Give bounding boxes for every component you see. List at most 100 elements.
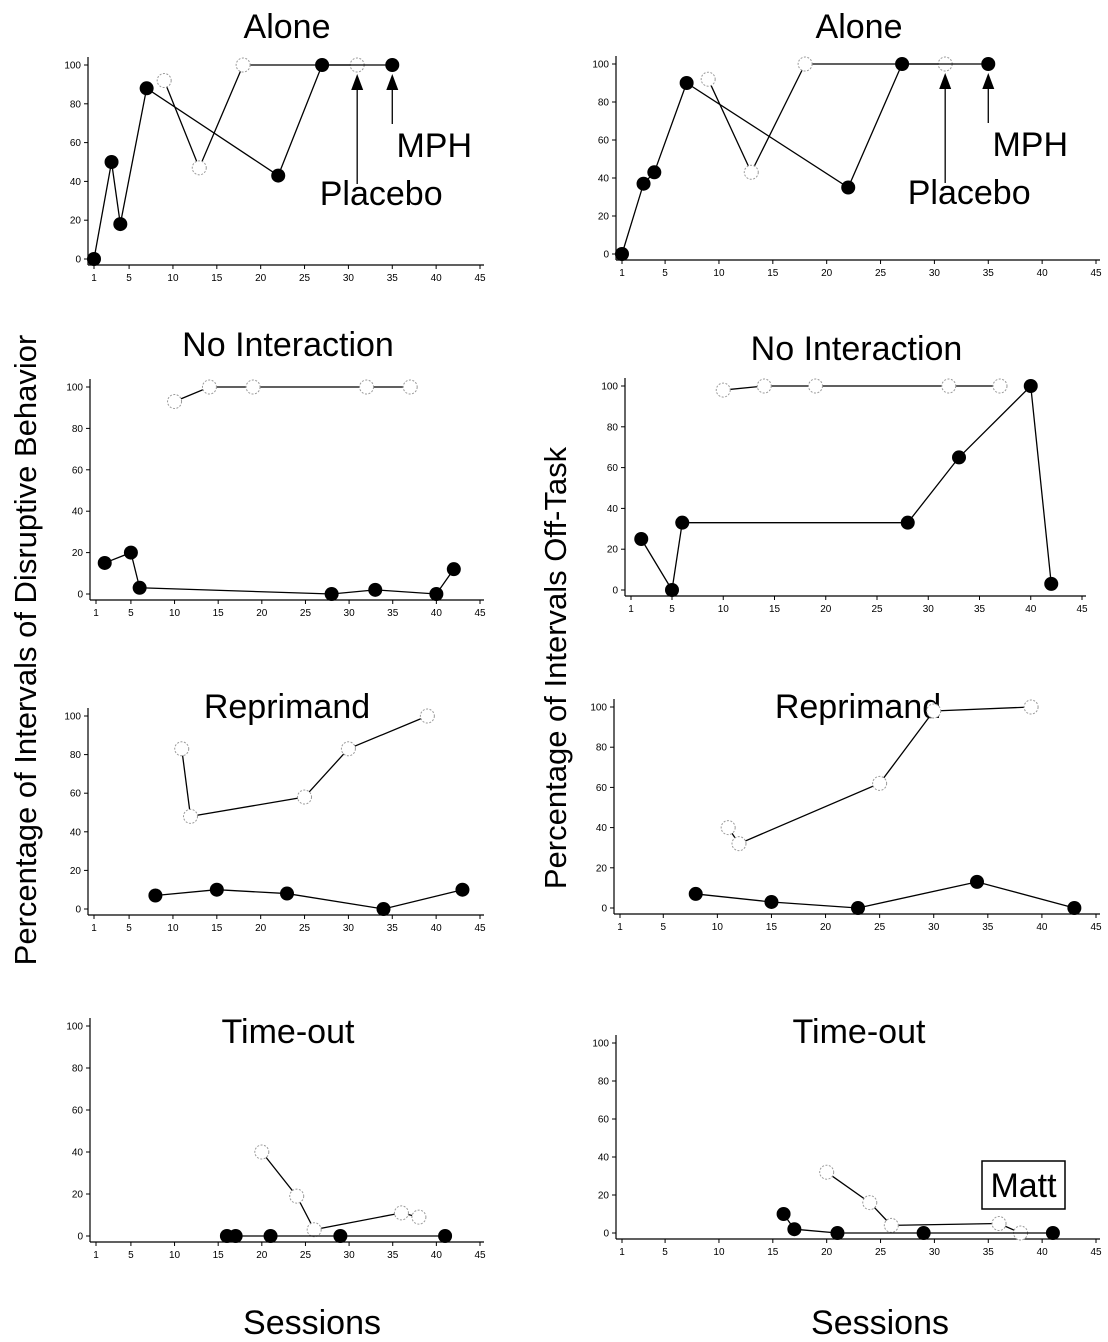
data-point-open bbox=[941, 378, 957, 394]
y-tick-label: 60 bbox=[70, 138, 82, 149]
x-tick-label: 15 bbox=[211, 273, 223, 284]
data-point-filled bbox=[148, 888, 163, 903]
data-point-filled bbox=[647, 165, 662, 180]
x-tick-label: 10 bbox=[718, 604, 730, 615]
series-line-open bbox=[261, 1151, 420, 1231]
x-tick-label: 30 bbox=[344, 1250, 356, 1261]
x-tick-label: 35 bbox=[983, 1247, 995, 1258]
chart-title: No Interaction bbox=[751, 330, 963, 368]
x-tick-label: 45 bbox=[1090, 922, 1102, 933]
y-tick-label: 40 bbox=[596, 823, 608, 834]
data-point-open bbox=[419, 708, 435, 724]
y-tick-label: 60 bbox=[72, 465, 84, 476]
y-tick-label: 100 bbox=[66, 1022, 83, 1033]
data-point-filled bbox=[851, 901, 865, 915]
data-point-open bbox=[393, 1205, 409, 1221]
data-point-open bbox=[191, 160, 207, 176]
x-tick-label: 15 bbox=[767, 1247, 779, 1258]
y-tick-label: 100 bbox=[590, 703, 607, 714]
y-tick-label: 0 bbox=[77, 590, 83, 601]
y-tick-label: 40 bbox=[72, 1148, 84, 1159]
x-tick-label: 45 bbox=[1090, 1247, 1102, 1258]
y-tick-label: 100 bbox=[64, 712, 81, 723]
y-tick-label: 20 bbox=[607, 545, 619, 556]
data-point-filled bbox=[209, 882, 224, 897]
y-tick-label: 80 bbox=[72, 1064, 84, 1075]
y-tick-label: 20 bbox=[72, 548, 84, 559]
x-tick-label: 1 bbox=[91, 273, 97, 284]
data-point-open bbox=[340, 741, 356, 757]
x-tick-label: 45 bbox=[1090, 268, 1102, 279]
x-tick-label: 15 bbox=[766, 922, 778, 933]
data-point-filled bbox=[916, 1226, 931, 1240]
x-tick-label: 35 bbox=[983, 268, 995, 279]
x-tick-label: 1 bbox=[619, 268, 625, 279]
y-tick-label: 0 bbox=[75, 905, 81, 916]
y-tick-label: 0 bbox=[612, 586, 618, 597]
data-point-filled bbox=[615, 247, 629, 261]
y-tick-label: 60 bbox=[70, 789, 82, 800]
data-point-open bbox=[797, 56, 813, 72]
data-point-filled bbox=[228, 1229, 243, 1243]
x-tick-label: 5 bbox=[126, 923, 132, 934]
left-y-axis-label: Percentage of Intervals of Disruptive Be… bbox=[8, 335, 43, 966]
x-tick-label: 45 bbox=[474, 608, 486, 619]
data-point-filled bbox=[952, 450, 966, 465]
y-tick-label: 80 bbox=[607, 422, 619, 433]
y-tick-label: 0 bbox=[603, 1229, 609, 1240]
y-tick-label: 0 bbox=[601, 904, 607, 915]
chart-title: Reprimand bbox=[775, 688, 941, 726]
x-tick-label: 1 bbox=[619, 1247, 625, 1258]
data-point-open bbox=[743, 164, 759, 180]
left-x-axis-label: Sessions bbox=[243, 1304, 381, 1342]
x-tick-label: 45 bbox=[474, 923, 486, 934]
data-point-filled bbox=[333, 1229, 348, 1243]
y-tick-label: 60 bbox=[598, 1115, 610, 1126]
right-x-axis-label: Sessions bbox=[811, 1304, 949, 1342]
data-point-filled bbox=[429, 587, 444, 601]
data-point-open bbox=[926, 703, 942, 719]
y-tick-label: 20 bbox=[598, 1191, 610, 1202]
data-point-filled bbox=[970, 874, 984, 889]
data-point-open bbox=[297, 789, 313, 805]
x-tick-label: 15 bbox=[769, 604, 781, 615]
data-point-open bbox=[862, 1195, 878, 1211]
data-point-open bbox=[235, 57, 251, 73]
series-line-filled bbox=[640, 384, 1052, 592]
y-tick-label: 20 bbox=[70, 866, 82, 877]
y-tick-label: 20 bbox=[72, 1190, 84, 1201]
data-point-open bbox=[402, 379, 418, 395]
x-tick-label: 5 bbox=[662, 1247, 668, 1258]
data-point-filled bbox=[132, 580, 147, 595]
data-point-open bbox=[715, 382, 731, 398]
x-tick-label: 1 bbox=[91, 923, 97, 934]
y-tick-label: 100 bbox=[592, 1039, 609, 1050]
series-line-open bbox=[707, 63, 946, 174]
data-point-filled bbox=[634, 532, 649, 546]
data-point-open bbox=[183, 808, 198, 824]
x-tick-label: 10 bbox=[167, 923, 179, 934]
series-line-filled bbox=[104, 551, 455, 595]
data-point-open bbox=[756, 378, 772, 394]
x-tick-label: 35 bbox=[387, 923, 399, 934]
data-point-filled bbox=[271, 168, 286, 183]
data-point-filled bbox=[376, 902, 391, 916]
data-point-open bbox=[174, 741, 190, 757]
x-tick-label: 1 bbox=[628, 604, 634, 615]
data-point-filled bbox=[104, 155, 119, 169]
x-tick-label: 15 bbox=[767, 268, 779, 279]
data-point-filled bbox=[895, 57, 910, 71]
x-tick-label: 25 bbox=[300, 1250, 312, 1261]
y-tick-label: 100 bbox=[592, 60, 609, 71]
data-point-filled bbox=[87, 252, 101, 266]
x-tick-label: 35 bbox=[387, 608, 399, 619]
x-tick-label: 35 bbox=[387, 273, 399, 284]
data-point-open bbox=[254, 1144, 270, 1160]
series-line-open bbox=[163, 64, 358, 170]
x-tick-label: 1 bbox=[93, 608, 99, 619]
x-tick-label: 35 bbox=[982, 922, 994, 933]
annotation-arrow-head bbox=[982, 73, 995, 89]
x-tick-label: 20 bbox=[255, 923, 267, 934]
